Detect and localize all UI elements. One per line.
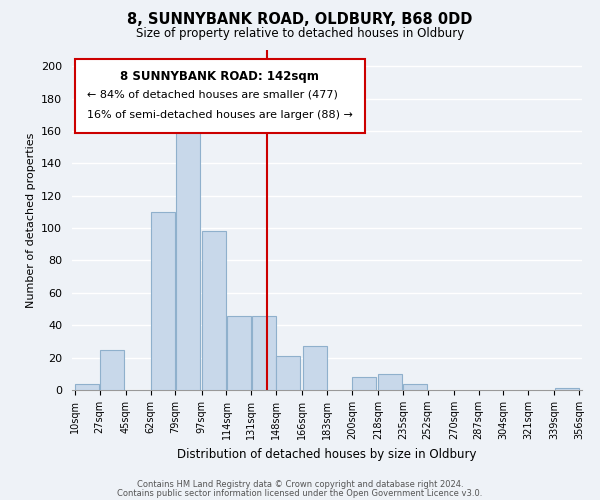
Bar — [227, 316, 251, 390]
X-axis label: Distribution of detached houses by size in Oldbury: Distribution of detached houses by size … — [177, 448, 477, 460]
Bar — [379, 374, 403, 390]
Bar — [100, 350, 124, 390]
Bar — [555, 388, 578, 390]
Text: 16% of semi-detached houses are larger (88) →: 16% of semi-detached houses are larger (… — [88, 110, 353, 120]
Bar — [251, 316, 275, 390]
Bar — [176, 124, 200, 390]
Text: 8, SUNNYBANK ROAD, OLDBURY, B68 0DD: 8, SUNNYBANK ROAD, OLDBURY, B68 0DD — [127, 12, 473, 28]
Bar — [277, 356, 301, 390]
Text: ← 84% of detached houses are smaller (477): ← 84% of detached houses are smaller (47… — [88, 89, 338, 99]
Bar — [403, 384, 427, 390]
Text: Contains HM Land Registry data © Crown copyright and database right 2024.: Contains HM Land Registry data © Crown c… — [137, 480, 463, 489]
FancyBboxPatch shape — [74, 58, 365, 134]
Text: Contains public sector information licensed under the Open Government Licence v3: Contains public sector information licen… — [118, 488, 482, 498]
Text: Size of property relative to detached houses in Oldbury: Size of property relative to detached ho… — [136, 28, 464, 40]
Y-axis label: Number of detached properties: Number of detached properties — [26, 132, 35, 308]
Bar — [151, 212, 175, 390]
Bar — [302, 346, 326, 390]
Bar — [352, 377, 376, 390]
Bar — [76, 384, 99, 390]
Text: 8 SUNNYBANK ROAD: 142sqm: 8 SUNNYBANK ROAD: 142sqm — [121, 70, 319, 84]
Bar — [202, 232, 226, 390]
